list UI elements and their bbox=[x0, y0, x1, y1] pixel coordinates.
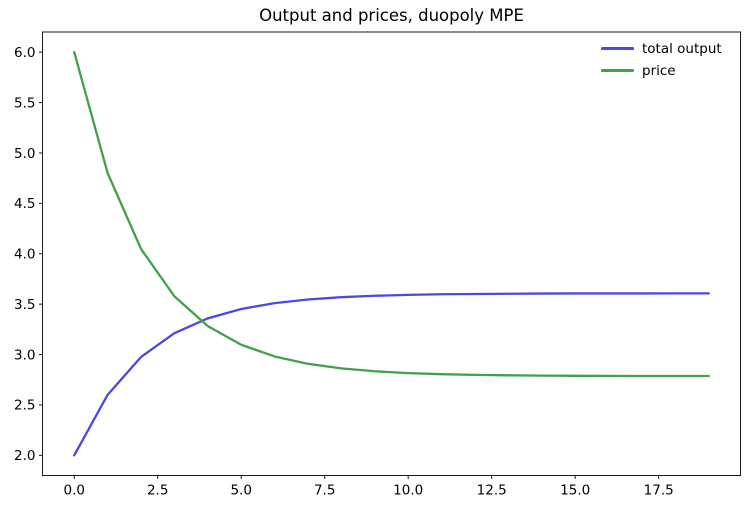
legend-item-price: price bbox=[601, 60, 722, 81]
legend: total output price bbox=[601, 38, 722, 81]
y-axis: 2.0 2.5 3.0 3.5 4.0 4.5 5.0 5.5 6.0 bbox=[14, 45, 43, 464]
x-tick-label: 7.5 bbox=[314, 483, 335, 499]
x-tick-label: 0.0 bbox=[63, 483, 84, 499]
y-tick-label: 3.5 bbox=[14, 297, 35, 313]
x-tick-label: 12.5 bbox=[477, 483, 507, 499]
x-tick-label: 5.0 bbox=[230, 483, 251, 499]
y-tick-label: 4.0 bbox=[14, 247, 35, 263]
chart-title: Output and prices, duopoly MPE bbox=[259, 6, 524, 25]
y-tick-label: 3.0 bbox=[14, 347, 35, 363]
x-tick-label: 10.0 bbox=[393, 483, 423, 499]
x-tick-label: 2.5 bbox=[147, 483, 168, 499]
x-axis: 0.0 2.5 5.0 7.5 10.0 12.5 15.0 17.5 bbox=[63, 475, 674, 499]
legend-item-total-output: total output bbox=[601, 38, 722, 59]
y-tick-label: 6.0 bbox=[14, 45, 35, 61]
series-line-price bbox=[73, 51, 710, 378]
y-tick-label: 5.5 bbox=[14, 95, 35, 111]
legend-line-price bbox=[601, 69, 634, 72]
y-tick-label: 5.0 bbox=[14, 146, 35, 162]
y-tick-label: 2.0 bbox=[14, 448, 35, 464]
y-tick-label: 2.5 bbox=[14, 398, 35, 414]
series-line-total-output bbox=[73, 292, 710, 457]
legend-line-total-output bbox=[601, 47, 634, 50]
axes-spines bbox=[42, 31, 741, 476]
legend-label-total-output: total output bbox=[642, 40, 722, 57]
y-tick-label: 4.5 bbox=[14, 196, 35, 212]
x-tick-label: 15.0 bbox=[560, 483, 590, 499]
legend-label-price: price bbox=[642, 62, 676, 79]
x-tick-label: 17.5 bbox=[644, 483, 674, 499]
